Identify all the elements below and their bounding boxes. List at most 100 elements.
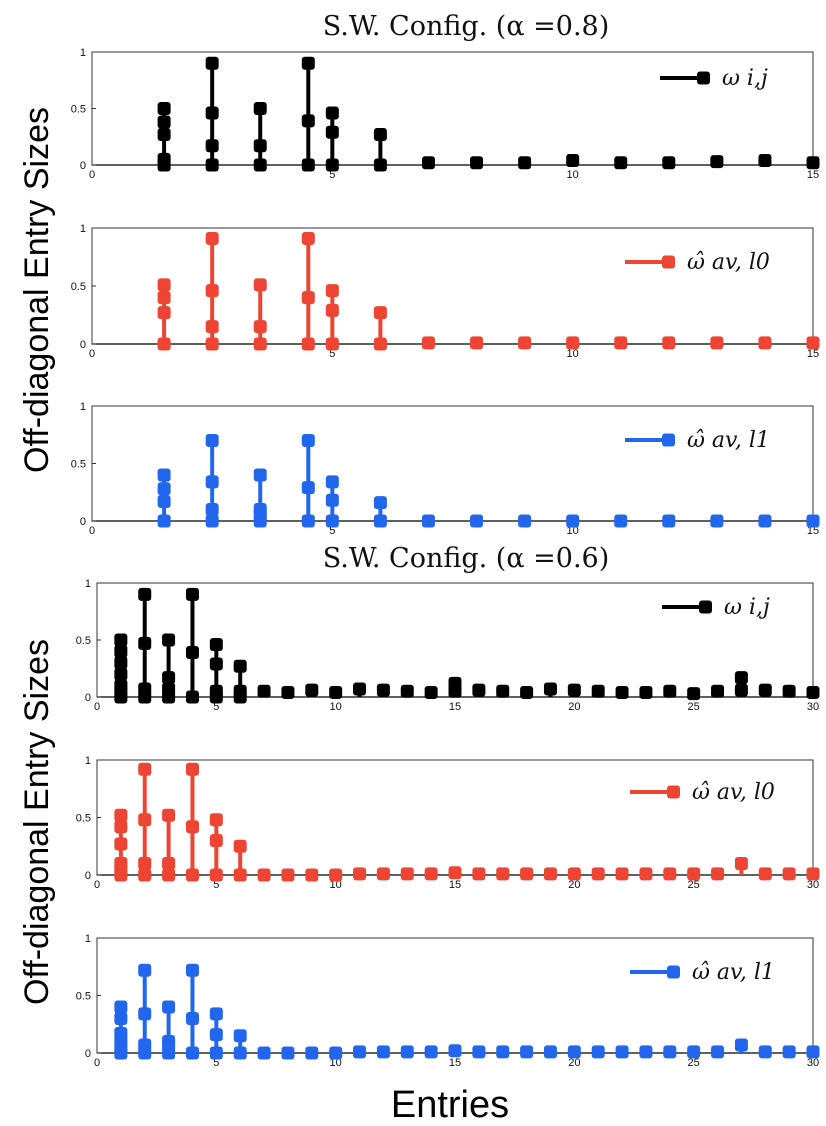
y-tick-label: 0.5: [76, 813, 91, 825]
stem-marker: [185, 762, 199, 776]
stem-marker: [185, 868, 199, 882]
stem-marker: [114, 820, 128, 834]
stem-marker: [325, 158, 339, 172]
stem-marker: [305, 683, 319, 697]
stem-marker: [157, 514, 171, 528]
stem-marker: [373, 514, 387, 528]
subplot-4: 00.510 5 10 15 20 25 30ω i,j: [76, 578, 820, 713]
y-tick-label: 0: [85, 870, 91, 882]
plot-frame: [96, 759, 814, 876]
stem-marker: [470, 514, 484, 528]
stem-marker: [711, 684, 725, 698]
stem-marker: [448, 866, 462, 880]
plot-frame: [91, 405, 814, 522]
y-tick-label: 0: [80, 160, 86, 172]
stem-marker: [257, 684, 271, 698]
stem-marker: [205, 231, 219, 245]
x-tick-label: 0: [89, 348, 95, 360]
x-tick-label: 0: [89, 169, 95, 181]
stem-marker: [591, 684, 605, 698]
x-tick-label: 10: [567, 169, 579, 181]
stem-marker: [472, 867, 486, 881]
legend-label: ω i,j: [724, 595, 770, 620]
stem-marker: [329, 685, 343, 699]
stem-marker: [305, 868, 319, 882]
stem-marker: [472, 1045, 486, 1059]
stem-marker: [325, 475, 339, 489]
stem-marker: [157, 482, 171, 496]
stem-marker: [424, 1045, 438, 1059]
stem-marker: [114, 656, 128, 670]
stem-marker: [138, 762, 152, 776]
stem-marker: [325, 284, 339, 298]
stem-marker: [185, 690, 199, 704]
stem-marker: [138, 813, 152, 827]
x-tick-label: 10: [330, 1057, 342, 1069]
stem-marker: [448, 676, 462, 690]
stem-marker: [138, 682, 152, 696]
y-tick-label: 1: [85, 755, 91, 767]
stem-marker: [373, 158, 387, 172]
x-tick-label: 30: [807, 1057, 819, 1069]
stem-marker: [567, 1045, 581, 1059]
stem-marker: [233, 684, 247, 698]
stem-marker: [687, 687, 701, 701]
y-tick-label: 1: [85, 578, 91, 590]
stem-marker: [253, 503, 267, 516]
stem-marker: [566, 153, 580, 167]
stem-marker: [518, 514, 532, 528]
stem-marker: [162, 857, 176, 870]
stem-marker: [162, 1035, 176, 1048]
stem-marker: [734, 1038, 748, 1052]
x-tick-label: 10: [567, 348, 579, 360]
stem-marker: [496, 1045, 510, 1059]
stem-marker: [205, 284, 219, 298]
stem-marker: [205, 158, 219, 172]
stem-marker: [301, 514, 315, 528]
stem-marker: [662, 514, 676, 528]
plot-frame: [91, 51, 814, 166]
stem-marker: [329, 1046, 343, 1060]
stem-marker: [209, 813, 223, 827]
stem-marker: [162, 808, 176, 822]
x-tick-label: 10: [330, 879, 342, 891]
stem-marker: [424, 867, 438, 881]
stem-marker: [639, 867, 653, 881]
stem-marker: [253, 320, 267, 334]
stem-marker: [424, 685, 438, 699]
y-tick-label: 1: [80, 223, 86, 235]
legend-marker: [662, 255, 675, 269]
stem-marker: [114, 633, 128, 647]
y-tick-label: 1: [80, 401, 86, 413]
stem-marker: [253, 158, 267, 172]
stem-marker: [782, 1045, 796, 1059]
stem-marker: [567, 867, 581, 881]
stem-marker: [253, 102, 267, 115]
plot-frame: [96, 937, 814, 1054]
stem-marker: [138, 963, 152, 977]
stem-marker: [448, 1044, 462, 1058]
stem-marker: [687, 1045, 701, 1059]
subplot-6: 00.510 5 10 15 20 25 30ω̂ av, l1: [76, 933, 820, 1069]
legend-marker: [667, 965, 680, 979]
x-tick-label: 25: [688, 879, 700, 891]
stem-marker: [114, 857, 128, 870]
stem-marker: [162, 1000, 176, 1014]
stem-marker: [806, 1045, 820, 1059]
stem-marker: [518, 156, 532, 170]
x-tick-label: 25: [688, 701, 700, 713]
stem-marker: [520, 685, 534, 699]
stem-marker: [520, 867, 534, 881]
stem-marker: [325, 337, 339, 351]
stem-marker: [782, 684, 796, 698]
legend-marker: [662, 433, 675, 447]
stem-marker: [205, 503, 219, 516]
x-tick-label: 15: [807, 169, 819, 181]
stem-marker: [185, 587, 199, 601]
stem-marker: [470, 336, 484, 350]
stem-marker: [257, 1046, 271, 1060]
stem-marker: [253, 337, 267, 351]
stem-marker: [205, 56, 219, 70]
y-tick-label: 0.5: [76, 991, 91, 1003]
stem-marker: [496, 684, 510, 698]
